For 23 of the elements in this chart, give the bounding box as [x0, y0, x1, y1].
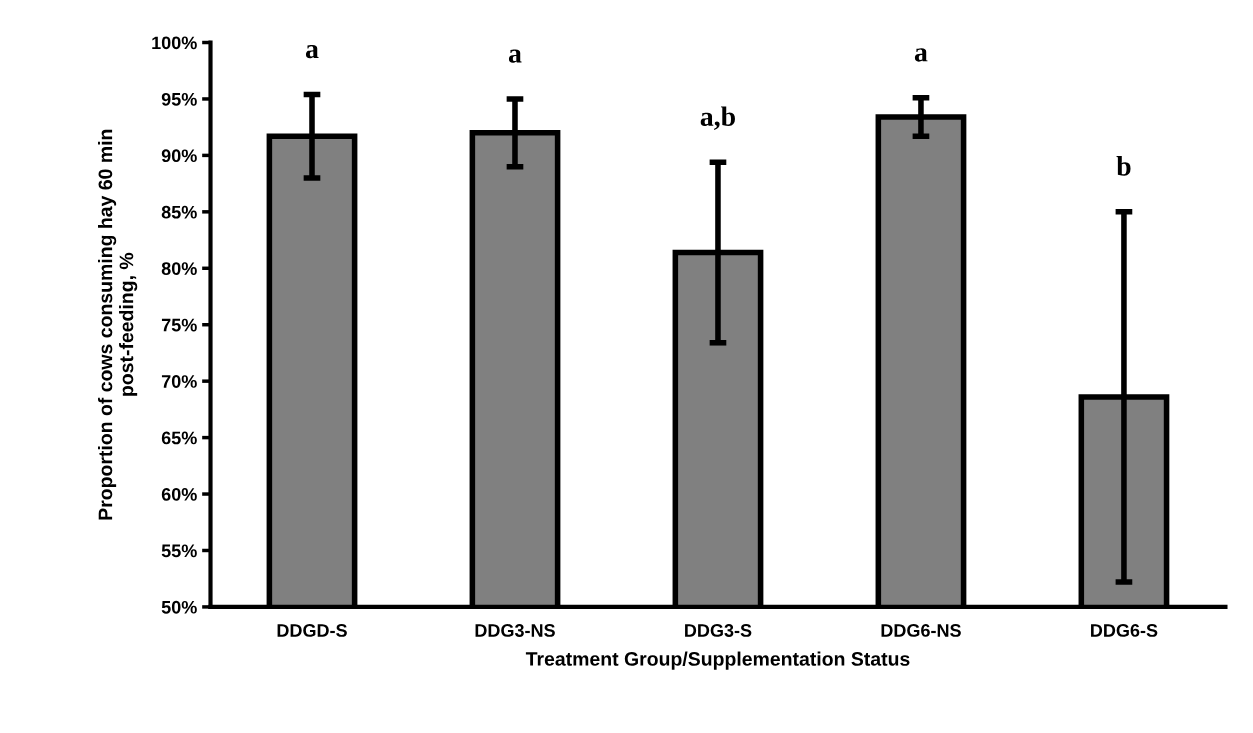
x-axis-title: Treatment Group/Supplementation Status: [525, 651, 910, 670]
y-tick-label: 95%: [161, 92, 197, 106]
x-tick-label: DDG3-NS: [475, 624, 555, 637]
x-tick-label: DDG3-S: [685, 624, 752, 637]
y-tick-label: 55%: [161, 544, 197, 558]
x-tick-label: DDGD-S: [277, 624, 347, 637]
x-tick-label: DDG6-NS: [881, 624, 961, 637]
annotation: a: [508, 49, 522, 63]
annotation: b: [1116, 156, 1131, 176]
y-tick-label: 75%: [161, 318, 197, 332]
y-tick-label: 70%: [161, 375, 197, 388]
y-axis-title: Proportion of cows consuming hay 60 min post-feeding, %: [98, 129, 138, 520]
y-tick-label: 80%: [161, 262, 197, 275]
y-tick-label: 60%: [161, 487, 197, 501]
y-tick-label: 85%: [161, 205, 197, 219]
annotation: a: [914, 48, 928, 62]
x-tick-label: DDG6-S: [1091, 624, 1158, 637]
y-tick-label: 90%: [161, 149, 197, 163]
annotation: a: [305, 44, 319, 59]
annotation: a,b: [700, 106, 735, 130]
y-tick-label: 65%: [161, 431, 197, 445]
y-tick-label: 50%: [161, 600, 197, 614]
y-tick-label: 100%: [152, 36, 197, 50]
